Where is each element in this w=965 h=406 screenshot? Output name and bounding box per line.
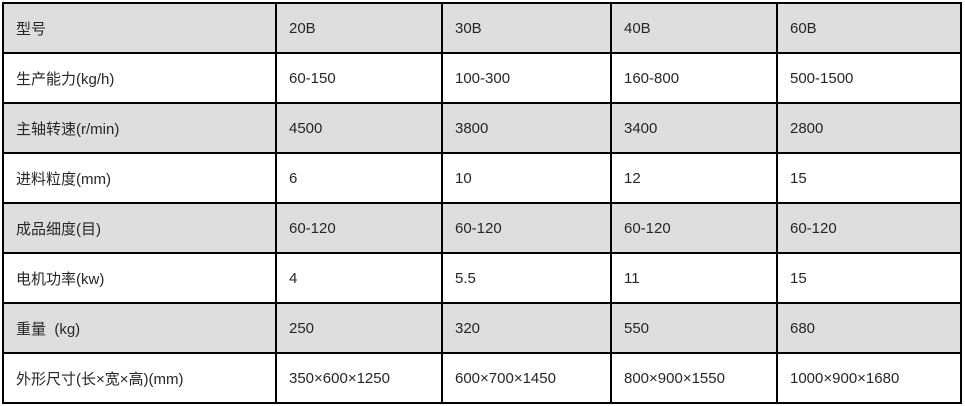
row-label-model: 型号 [2,2,277,54]
row-label-motor-power: 电机功率(kw) [2,252,277,304]
row-fineness: 成品细度(目) 60-120 60-120 60-120 60-120 [2,202,962,254]
value-cell: 12 [610,152,778,204]
row-spindle-speed: 主轴转速(r/min) 4500 3800 3400 2800 [2,102,962,154]
value-cell: 5.5 [441,252,612,304]
value-cell: 15 [776,252,962,304]
value-cell: 2800 [776,102,962,154]
row-model: 型号 20B 30B 40B 60B [2,2,962,54]
value-cell: 3400 [610,102,778,154]
row-motor-power: 电机功率(kw) 4 5.5 11 15 [2,252,962,304]
value-cell: 60-150 [275,52,443,104]
value-cell: 800×900×1550 [610,352,778,404]
row-capacity: 生产能力(kg/h) 60-150 100-300 160-800 500-15… [2,52,962,104]
value-cell: 60-120 [441,202,612,254]
value-cell: 60-120 [610,202,778,254]
value-cell: 10 [441,152,612,204]
value-cell: 4500 [275,102,443,154]
row-label-fineness: 成品细度(目) [2,202,277,254]
row-label-capacity: 生产能力(kg/h) [2,52,277,104]
column-header-20b: 20B [275,2,443,54]
row-label-feed-size: 进料粒度(mm) [2,152,277,204]
value-cell: 11 [610,252,778,304]
column-header-40b: 40B [610,2,778,54]
value-cell: 15 [776,152,962,204]
value-cell: 320 [441,302,612,354]
column-header-30b: 30B [441,2,612,54]
value-cell: 3800 [441,102,612,154]
value-cell: 160-800 [610,52,778,104]
value-cell: 350×600×1250 [275,352,443,404]
row-feed-size: 进料粒度(mm) 6 10 12 15 [2,152,962,204]
value-cell: 100-300 [441,52,612,104]
value-cell: 600×700×1450 [441,352,612,404]
value-cell: 250 [275,302,443,354]
row-dimensions: 外形尺寸(长×宽×高)(mm) 350×600×1250 600×700×145… [2,352,962,404]
value-cell: 4 [275,252,443,304]
value-cell: 680 [776,302,962,354]
value-cell: 60-120 [776,202,962,254]
row-label-dimensions: 外形尺寸(长×宽×高)(mm) [2,352,277,404]
row-label-spindle-speed: 主轴转速(r/min) [2,102,277,154]
column-header-60b: 60B [776,2,962,54]
value-cell: 1000×900×1680 [776,352,962,404]
row-label-weight: 重量 (kg) [2,302,277,354]
value-cell: 550 [610,302,778,354]
value-cell: 500-1500 [776,52,962,104]
value-cell: 6 [275,152,443,204]
row-weight: 重量 (kg) 250 320 550 680 [2,302,962,354]
value-cell: 60-120 [275,202,443,254]
